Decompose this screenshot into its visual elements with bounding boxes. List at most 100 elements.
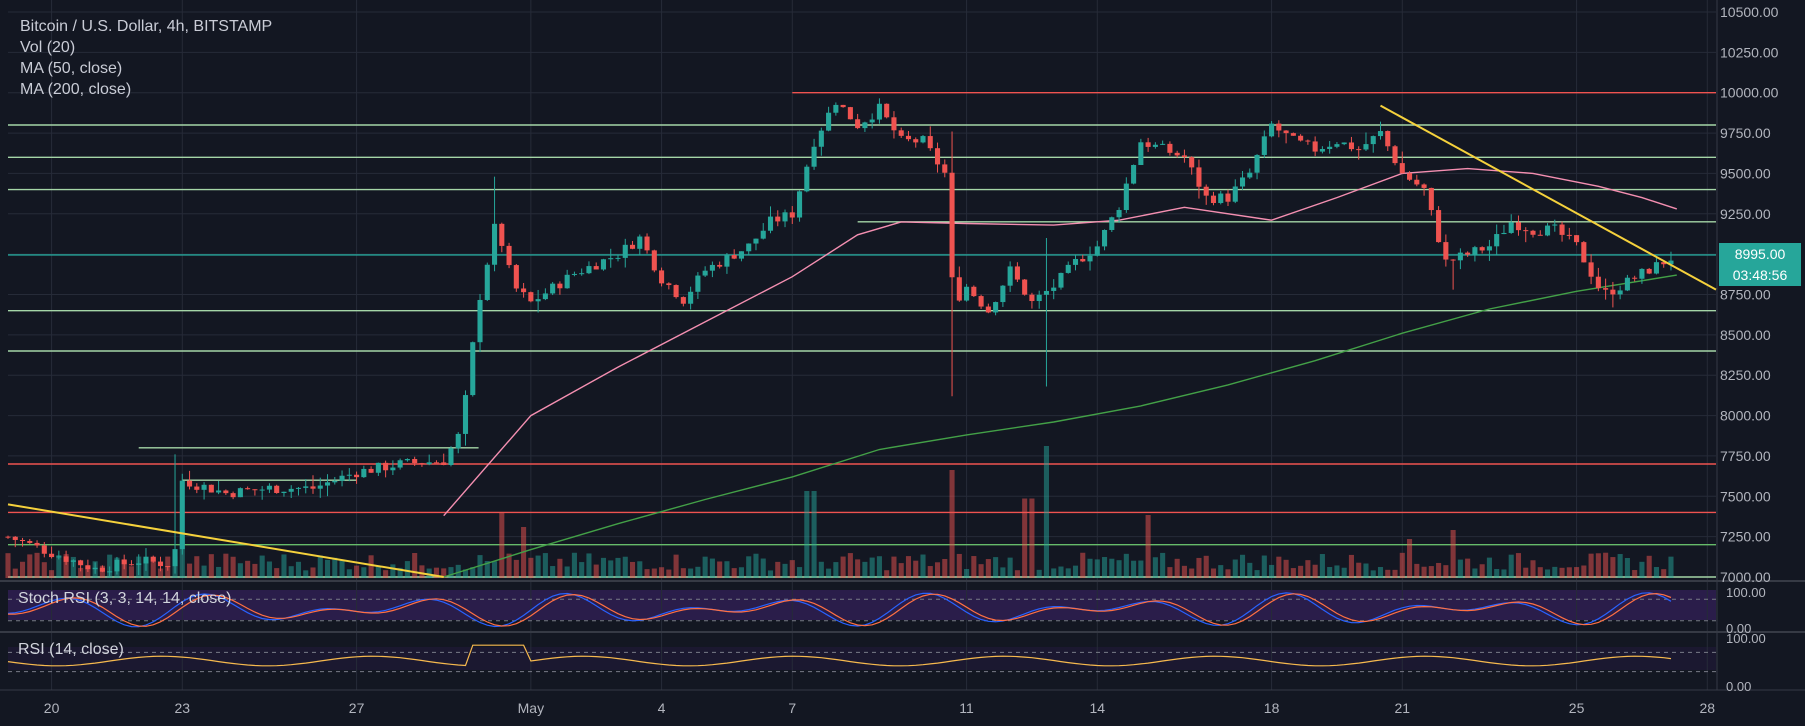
candle-body [19,539,26,542]
candle-body [1588,262,1594,277]
volume-bar [1457,559,1463,578]
volume-bar [1319,554,1325,578]
volume-bar [1385,569,1391,578]
candle-body [150,556,156,562]
volume-bar [1261,555,1267,578]
price-tick-label: 7500.00 [1720,488,1771,504]
volume-bar [1494,569,1500,578]
candle-body [1624,277,1630,291]
candle-body [12,536,18,540]
candle-body [535,299,541,302]
candle-body [303,486,309,488]
symbol-title[interactable]: Bitcoin / U.S. Dollar, 4h, BITSTAMP [20,18,273,35]
candle-body [470,342,476,396]
price-tick-label: 9750.00 [1720,125,1771,141]
volume-bar [920,554,926,578]
volume-bar [942,558,948,578]
time-tick-label: 7 [788,700,796,716]
candle-body [201,484,207,490]
candle-body [1436,210,1442,243]
volume-bar [288,566,294,578]
volume-bar [1581,565,1587,578]
candle-body [1305,140,1311,142]
volume-bar [993,557,999,578]
volume-bar [1239,554,1246,578]
legend-ma50[interactable]: MA (50, close) [20,60,123,77]
time-tick-label: 25 [1569,700,1585,716]
candle-body [1218,193,1224,204]
candle-body [237,488,243,498]
volume-bar [383,570,389,578]
candle-body [1414,179,1420,185]
volume-bar [1341,567,1347,578]
volume-bar [964,568,970,578]
candle-body [789,212,795,218]
candle-body [847,107,853,120]
candle-body [92,567,98,570]
volume-bar [179,539,185,578]
candle-body [419,463,425,465]
candle-body [332,480,338,483]
time-tick-label: 18 [1264,700,1280,716]
candle-body [818,130,824,147]
volume-bar [1632,570,1638,578]
time-tick-label: 21 [1394,700,1410,716]
volume-bar [63,554,69,578]
legend-volume[interactable]: Vol (20) [20,39,76,56]
candle-body [1501,232,1507,235]
candle-body [1653,262,1659,274]
price-tick-label: 10500.00 [1720,4,1779,20]
volume-bar [1036,569,1042,578]
volume-bar [855,559,861,578]
volume-bar [1094,559,1100,578]
candle-body [1399,163,1405,174]
candle-body [521,288,527,293]
volume-bar [1131,560,1137,578]
candle-body [1457,252,1463,261]
candle-body [1581,242,1587,263]
stoch-d-line [8,592,1672,627]
candle-body [1261,136,1267,155]
volume-bar [506,553,512,578]
candle-body [1559,224,1565,235]
volume-bar [680,568,686,578]
candle-body [1392,146,1398,164]
volume-bar [216,566,222,578]
volume-bar [557,558,563,578]
volume-bar [128,566,134,578]
stoch-rsi-label[interactable]: Stoch RSI (3, 3, 14, 14, close) [18,590,232,607]
volume-bar [898,563,904,578]
time-tick-label: May [518,700,544,716]
candle-body [1276,123,1282,131]
volume-bar [1087,558,1093,578]
legend-ma200[interactable]: MA (200, close) [20,81,132,98]
candle-body [571,273,577,275]
candle-body [1051,287,1057,291]
volume-bar [107,554,113,578]
candle-body [56,556,62,558]
candle-body [1138,142,1144,166]
candle-body [230,493,236,498]
volume-bar [295,561,302,578]
candle-body [499,223,505,246]
candle-body [659,270,665,284]
volume-bar [1181,565,1187,578]
volume-bar [811,491,817,578]
volume-bar [978,564,984,578]
candle-body [840,104,846,108]
candle-body [1443,242,1449,260]
volume-bar [571,552,577,578]
candle-body [1116,210,1122,218]
candle-body [1370,136,1376,145]
volume-bar [470,567,476,578]
candle-body [368,468,374,473]
candle-body [898,130,904,136]
price-tick-label: 10000.00 [1720,85,1779,101]
volume-bar [339,559,345,578]
rsi-label[interactable]: RSI (14, close) [18,641,124,658]
volume-bar [731,568,737,578]
candle-body [1189,157,1195,168]
volume-bar [1508,554,1514,578]
candle-body [1566,234,1572,236]
